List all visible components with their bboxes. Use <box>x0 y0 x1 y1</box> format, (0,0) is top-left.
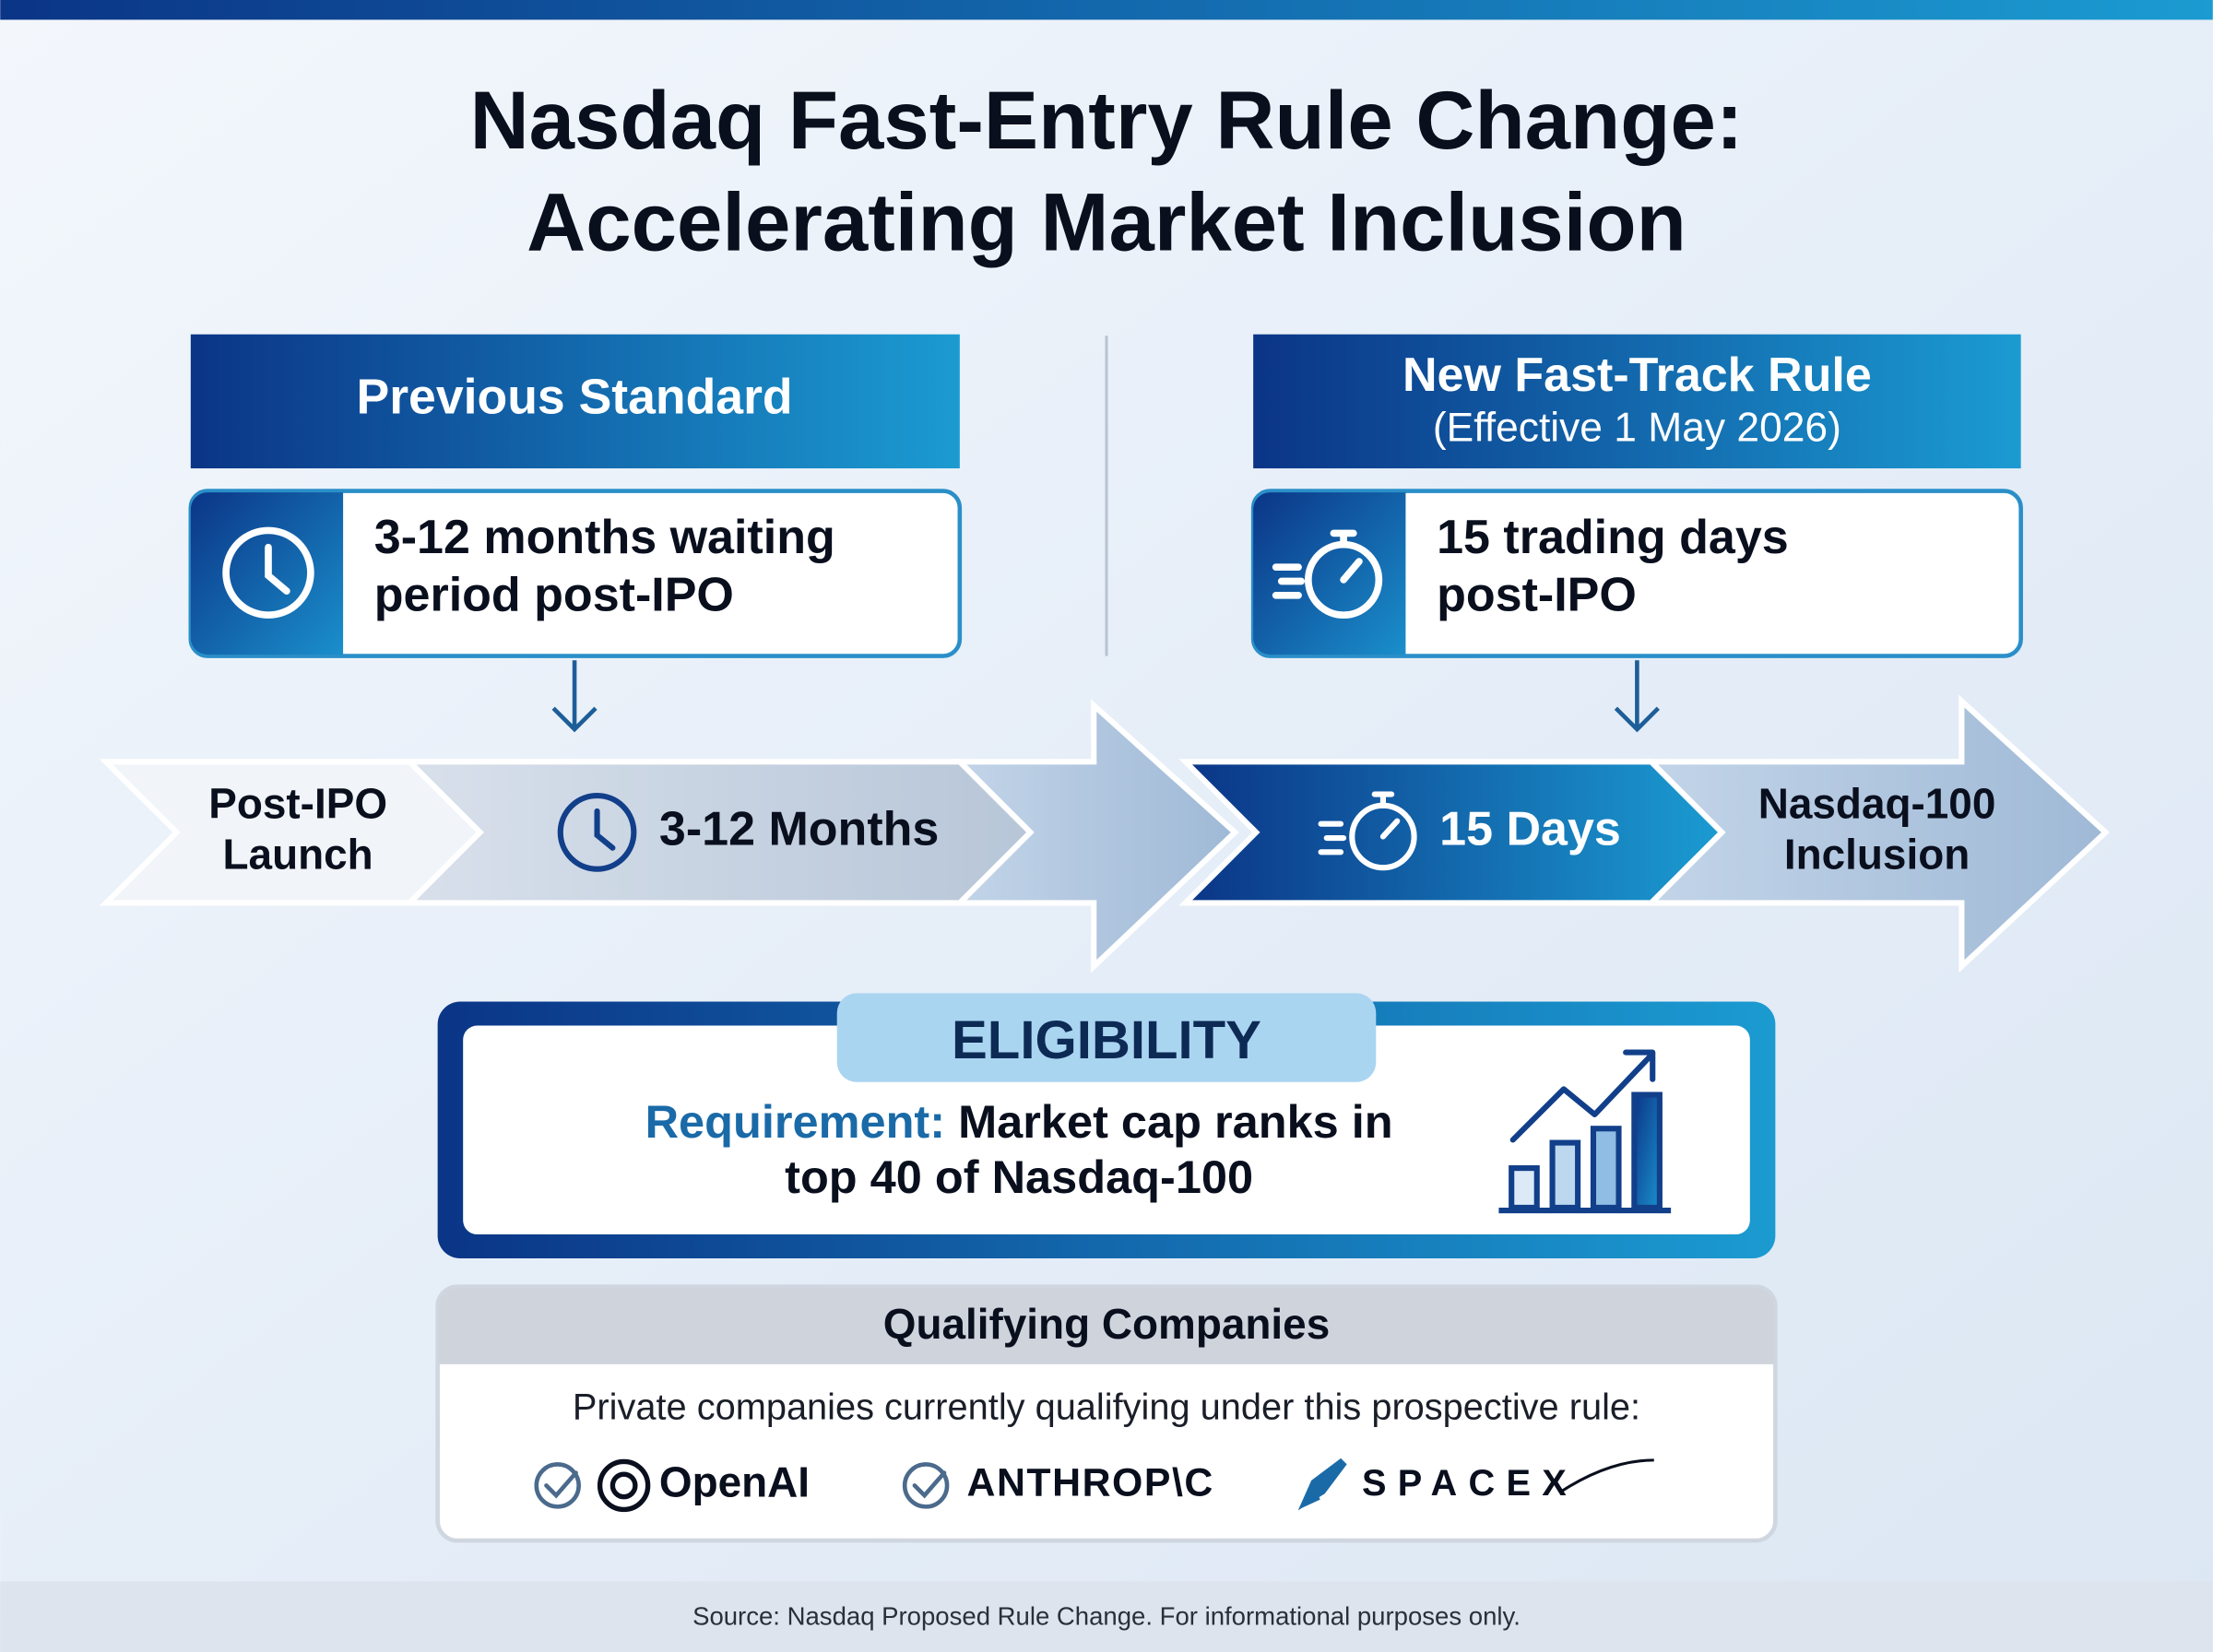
timeline-step <box>1178 759 1726 906</box>
check-icon <box>534 1462 581 1509</box>
timeline-step <box>99 759 484 906</box>
company-name: ANTHROP\C <box>966 1461 1213 1505</box>
card-text: post-IPO <box>1437 569 1637 622</box>
clock-icon <box>222 526 314 620</box>
spacex-swoosh <box>1558 1458 1654 1494</box>
card-text: period post-IPO <box>374 569 734 622</box>
rocket-icon <box>1297 1457 1347 1511</box>
requirement-label: Requirement: <box>645 1096 945 1149</box>
top-bar <box>0 0 2213 20</box>
down-arrow <box>1614 660 1660 733</box>
panel-heading: Previous Standard <box>357 371 793 425</box>
footer-band <box>0 1581 2213 1652</box>
company-name: SPACEX <box>1362 1463 1578 1504</box>
requirement-line: top 40 of Nasdaq-100 <box>785 1150 1253 1203</box>
panel-subheading: (Effective 1 May 2026) <box>1433 405 1841 450</box>
clock-icon <box>557 793 637 872</box>
eligibility-heading: ELIGIBILITY <box>952 1010 1261 1070</box>
eligibility-inner <box>463 1025 1750 1235</box>
title-line: Nasdaq Fast-Entry Rule Change: <box>470 75 1744 166</box>
eligibility-tab <box>836 993 1377 1082</box>
timeline-label: Launch <box>223 831 373 879</box>
down-arrow <box>551 660 598 733</box>
requirement-text: Requirement: Market cap ranks in <box>645 1096 1393 1149</box>
timeline-label: Post-IPO <box>208 779 387 827</box>
title-line: Accelerating Market Inclusion <box>527 176 1686 267</box>
timeline-label: Nasdaq-100 <box>1758 779 1996 827</box>
stopwatch-icon <box>1318 791 1417 871</box>
check-icon <box>902 1462 950 1509</box>
stopwatch-icon <box>1272 529 1383 620</box>
icon-block <box>1253 492 1406 655</box>
requirement-line: Market cap ranks in <box>958 1096 1393 1149</box>
timeline-label: 3-12 Months <box>659 803 939 856</box>
qualifying-intro: Private companies currently qualifying u… <box>573 1386 1640 1427</box>
growth-chart-icon <box>1498 1049 1672 1214</box>
card-text: 15 trading days <box>1437 511 1789 564</box>
card-text: 3-12 months waiting <box>374 511 835 564</box>
openai-logo <box>597 1458 651 1513</box>
company-name: OpenAI <box>659 1458 810 1506</box>
panel-heading: New Fast-Track Rule <box>1402 348 1872 402</box>
panel-header <box>190 334 960 469</box>
footer-source: Source: Nasdaq Proposed Rule Change. For… <box>692 1602 1521 1631</box>
timeline-label: Inclusion <box>1784 831 1970 879</box>
qualifying-heading: Qualifying Companies <box>883 1300 1330 1348</box>
qualifying-header <box>439 1288 1774 1364</box>
timeline-label: 15 Days <box>1439 803 1621 856</box>
panel-header <box>1253 334 2021 469</box>
